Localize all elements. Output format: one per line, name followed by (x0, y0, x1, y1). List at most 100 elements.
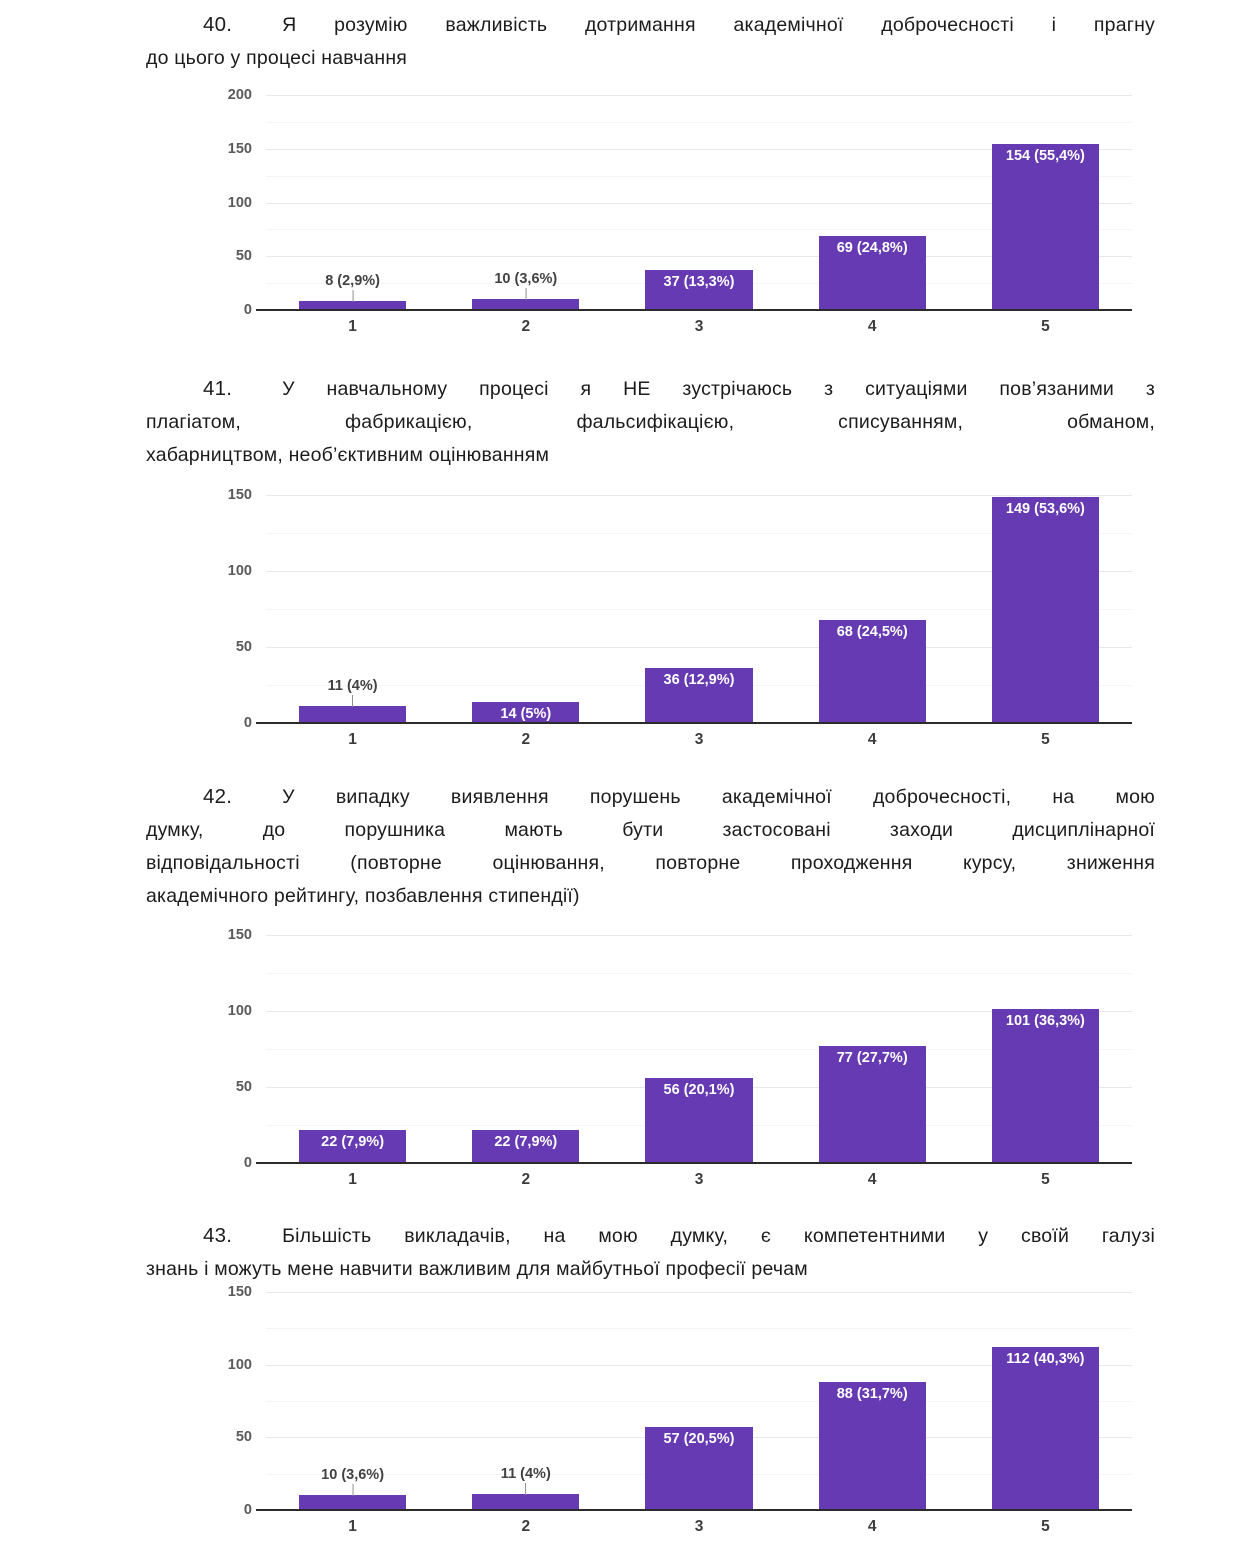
bar-value-callout: 8 (2,9%) (325, 273, 380, 303)
x-tick-label: 5 (1041, 1171, 1050, 1188)
gridline-minor (266, 1401, 1132, 1402)
bar (645, 270, 753, 310)
gridline-major (266, 95, 1132, 96)
bar (818, 1045, 926, 1163)
question-line: 42. У випадку виявлення порушень академіч… (146, 780, 1155, 814)
y-tick-label: 150 (227, 487, 252, 503)
bar-value-label: 22 (7,9%) (321, 1133, 385, 1150)
x-tick-label: 3 (694, 731, 704, 748)
bar (645, 668, 753, 723)
gridline-major (266, 571, 1132, 572)
question-number: 40. (203, 13, 233, 36)
x-tick-label: 4 (867, 731, 877, 748)
survey-section-40: 40. Я розумію важливість дотримання акаде… (0, 8, 1241, 342)
bar-value-label: 11 (4%) (327, 678, 378, 695)
bar (298, 1495, 407, 1510)
bar-value-label: 10 (3,6%) (321, 1467, 385, 1484)
question-line: 41. У навчальному процесі я НЕ зустрічаюс… (146, 372, 1155, 406)
y-tick-label: 0 (243, 1502, 252, 1518)
gridline-minor (266, 973, 1132, 974)
y-tick-label: 0 (243, 302, 252, 318)
y-tick-label: 50 (235, 1429, 252, 1446)
bar-value-label: 101 (36,3%) (1005, 1013, 1085, 1030)
x-tick-label: 4 (867, 1518, 877, 1535)
bar-value-callout: 10 (3,6%) (494, 271, 557, 301)
gridline-major (266, 1011, 1132, 1012)
x-tick-label: 1 (348, 1171, 357, 1188)
bar (472, 1494, 580, 1510)
bar-value-callout: 10 (3,6%) (321, 1467, 385, 1497)
question-line: думку, до порушника мають бути застосова… (146, 819, 1155, 841)
gridline-minor (266, 229, 1132, 231)
x-tick-label: 2 (521, 731, 531, 748)
y-tick-label: 50 (235, 639, 252, 655)
bar-value-label: 77 (27,7%) (836, 1049, 908, 1066)
x-axis-line (256, 1509, 1132, 1511)
y-tick-label: 150 (227, 1284, 252, 1300)
gridline-major (266, 1364, 1132, 1366)
question-number: 43. (203, 1224, 233, 1247)
bar (298, 706, 407, 723)
survey-section-41: 41. У навчальному процесі я НЕ зустрічаюс… (0, 372, 1241, 755)
bar-value-label: 57 (20,5%) (663, 1431, 735, 1448)
gridline-major (266, 148, 1132, 150)
x-tick-label: 3 (694, 318, 704, 335)
bar (645, 1427, 753, 1510)
y-axis: 0 50 100 150 (200, 487, 252, 731)
bar (818, 235, 926, 310)
gridline-minor (266, 1049, 1132, 1050)
bar-value-label: 37 (13,3%) (663, 274, 735, 291)
x-tick-label: 2 (521, 1171, 531, 1188)
x-tick-label: 5 (1041, 731, 1050, 748)
y-tick-label: 50 (235, 248, 252, 265)
gridline-major (266, 202, 1132, 204)
y-axis: 0 50 100 150 (200, 1284, 252, 1518)
gridline-minor (266, 609, 1132, 610)
bar-chart-40: 0 50 100 150 200 8 (2,9%) 1 10 (3,6%) 2 37 (13,3%… (200, 87, 1132, 342)
gridline-major (266, 1292, 1132, 1293)
bar-value-label: 112 (40,3%) (1006, 1351, 1085, 1368)
bar (645, 1077, 753, 1163)
x-tick-label: 1 (348, 1518, 357, 1535)
x-tick-label: 4 (867, 318, 877, 335)
bar-value-callout: 11 (4%) (500, 1466, 551, 1496)
y-axis: 0 50 100 150 200 (200, 87, 252, 318)
bar-chart-41: 0 50 100 150 11 (4%) 1 14 (5%) 2 36 (12,9%) 3 68 (… (200, 487, 1132, 755)
question-line: академічного рейтингу, позбавлення стипе… (146, 885, 580, 907)
y-tick-label: 100 (227, 1356, 252, 1373)
bar-value-label: 22 (7,9%) (494, 1133, 558, 1150)
gridline-major (266, 256, 1132, 258)
x-tick-label: 4 (867, 1171, 877, 1188)
question-line: 40. Я розумію важливість дотримання акаде… (146, 8, 1155, 42)
gridline-minor (266, 1328, 1132, 1330)
bar (472, 299, 580, 310)
bar (818, 619, 926, 723)
leader-line (525, 1483, 527, 1496)
gridline-major (266, 935, 1132, 936)
question-41-text: 41. У навчальному процесі я НЕ зустрічаюс… (146, 372, 1155, 472)
x-tick-label: 2 (521, 318, 531, 335)
y-tick-label: 150 (227, 927, 252, 943)
x-axis-line (256, 309, 1132, 311)
bar (991, 1009, 1100, 1163)
x-tick-label: 1 (348, 318, 357, 335)
bar-value-label: 11 (4%) (500, 1466, 551, 1483)
bar (472, 1129, 580, 1163)
question-number: 42. (203, 785, 233, 808)
bar (472, 701, 580, 723)
gridline-minor (266, 121, 1132, 123)
x-tick-label: 5 (1041, 1518, 1050, 1535)
gridline-minor (266, 533, 1132, 534)
leader-line (352, 1484, 354, 1497)
plot-area: 10 (3,6%) 1 11 (4%) 2 57 (20,5%) 3 88 (31,7%) 4… (256, 1292, 1132, 1535)
question-line: до цього у процесі навчання (146, 47, 408, 69)
bar (991, 1347, 1100, 1510)
question-line: плагіатом, фабрикацією, фальсифікацією, … (146, 411, 1155, 433)
x-tick-label: 3 (694, 1518, 704, 1535)
plot-area: 22 (7,9%) 1 22 (7,9%) 2 56 (20,1%) 3 77 (27,7%… (256, 935, 1132, 1188)
y-tick-label: 0 (243, 1155, 252, 1171)
question-42-text: 42. У випадку виявлення порушень академіч… (146, 780, 1155, 913)
question-40-text: 40. Я розумію важливість дотримання акаде… (146, 8, 1155, 75)
x-tick-label: 1 (348, 731, 357, 748)
question-line: 43. Більшість викладачів, на мою думку, є… (146, 1219, 1155, 1253)
